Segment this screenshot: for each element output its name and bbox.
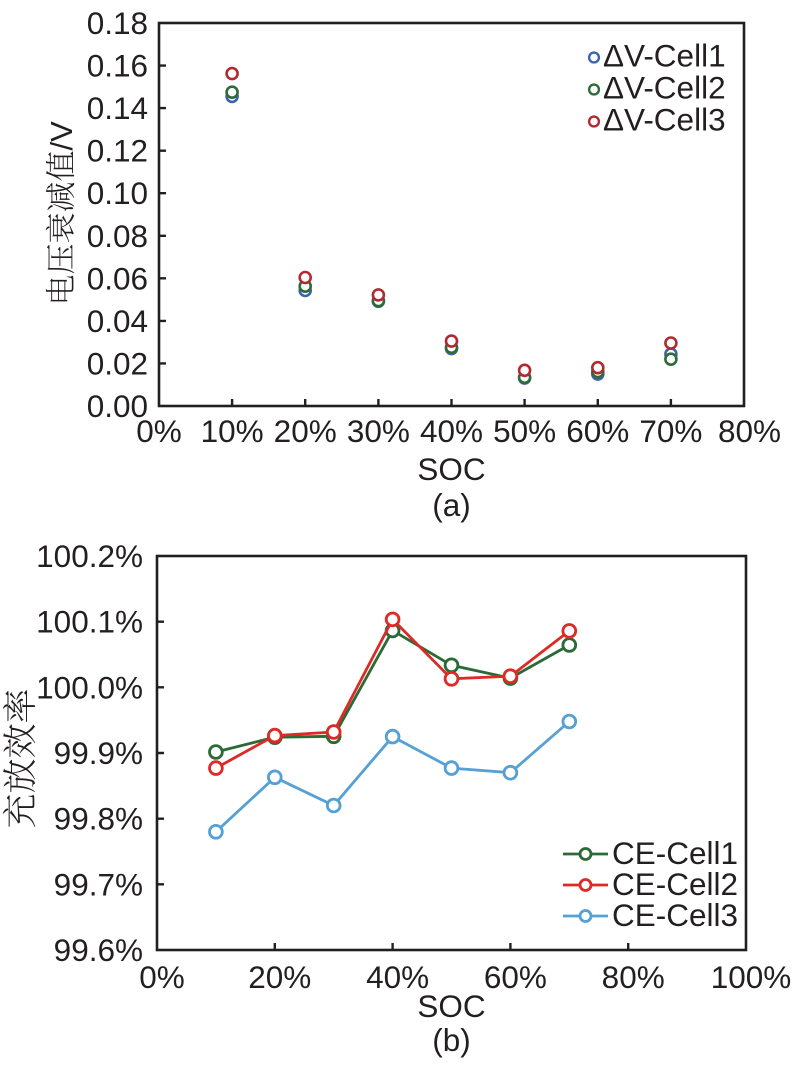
svg-text:0.04: 0.04 (87, 303, 148, 339)
svg-text:40%: 40% (420, 413, 483, 449)
svg-text:/V: /V (44, 121, 79, 151)
svg-text:99.7%: 99.7% (54, 866, 143, 902)
svg-text:60%: 60% (566, 413, 629, 449)
svg-text:100.0%: 100.0% (36, 669, 143, 705)
svg-text:100.1%: 100.1% (36, 604, 143, 640)
svg-text:20%: 20% (274, 413, 337, 449)
svg-text:99.8%: 99.8% (54, 801, 143, 837)
svg-text:0.10: 0.10 (87, 175, 148, 211)
svg-text:0.16: 0.16 (87, 48, 148, 84)
svg-text:99.6%: 99.6% (54, 932, 143, 968)
svg-text:70%: 70% (639, 413, 702, 449)
svg-text:0.08: 0.08 (87, 218, 148, 254)
svg-text:SOC: SOC (417, 988, 485, 1024)
svg-text:0.00: 0.00 (87, 388, 148, 424)
svg-text:CE-Cell2: CE-Cell2 (612, 866, 738, 902)
svg-text:CE-Cell1: CE-Cell1 (612, 835, 738, 871)
svg-text:100%: 100% (711, 959, 792, 995)
svg-text:0%: 0% (136, 413, 182, 449)
svg-text:ΔV-Cell2: ΔV-Cell2 (603, 70, 726, 106)
svg-text:SOC: SOC (417, 451, 485, 487)
svg-text:10%: 10% (201, 413, 264, 449)
svg-text:(a): (a) (432, 487, 471, 523)
svg-text:0.02: 0.02 (87, 345, 148, 381)
svg-text:0.12: 0.12 (87, 133, 148, 169)
svg-text:50%: 50% (493, 413, 556, 449)
svg-text:80%: 80% (718, 413, 781, 449)
svg-text:100.2%: 100.2% (36, 538, 143, 574)
svg-text:ΔV-Cell3: ΔV-Cell3 (603, 102, 726, 138)
svg-text:0.14: 0.14 (87, 90, 148, 126)
svg-text:(b): (b) (432, 1022, 471, 1058)
svg-text:99.9%: 99.9% (54, 735, 143, 771)
svg-text:30%: 30% (347, 413, 410, 449)
svg-text:CE-Cell3: CE-Cell3 (612, 897, 738, 933)
svg-text:ΔV-Cell1: ΔV-Cell1 (603, 38, 726, 74)
svg-text:60%: 60% (484, 959, 547, 995)
svg-text:0%: 0% (139, 959, 185, 995)
svg-text:0.06: 0.06 (87, 260, 148, 296)
svg-text:0.18: 0.18 (87, 5, 148, 41)
svg-text:20%: 20% (248, 959, 311, 995)
svg-text:40%: 40% (366, 959, 429, 995)
svg-text:80%: 80% (602, 959, 665, 995)
